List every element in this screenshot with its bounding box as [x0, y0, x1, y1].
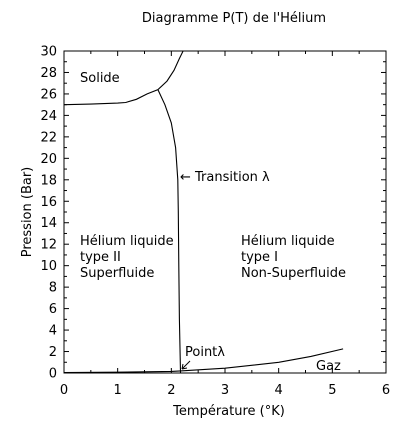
- annotation-he2-line2: type II: [80, 250, 121, 265]
- y-tick-label: 30: [40, 45, 57, 60]
- annotation-transition: ← Transition λ: [180, 170, 270, 185]
- y-tick-label: 24: [40, 109, 57, 124]
- phase-boundaries: [63, 50, 344, 374]
- x-tick-label: 1: [114, 383, 122, 398]
- vapor-pressure-curve: [63, 348, 344, 374]
- annotation-he1-line3: Non-Superfluide: [241, 266, 346, 281]
- y-tick-label: 26: [40, 87, 57, 102]
- x-tick-label: 0: [60, 383, 68, 398]
- x-axis-title: Température (°K): [172, 404, 285, 419]
- y-tick-label: 14: [40, 216, 57, 231]
- y-tick-label: 0: [49, 367, 57, 382]
- y-tick-label: 2: [49, 345, 57, 360]
- annotation-he2-line3: Superfluide: [80, 266, 154, 281]
- point-lambda-arrow: [181, 360, 191, 370]
- y-tick-label: 22: [40, 130, 57, 145]
- x-tick-label: 5: [328, 383, 336, 398]
- y-tick-label: 28: [40, 66, 57, 81]
- chart-title: Diagramme P(T) de l'Hélium: [142, 11, 326, 26]
- y-axis-title: Pression (Bar): [20, 167, 35, 258]
- y-tick-label: 16: [40, 195, 57, 210]
- annotation-solide: Solide: [80, 71, 120, 86]
- y-tick-label: 18: [40, 173, 57, 188]
- x-tick-label: 6: [382, 383, 390, 398]
- x-tick-label: 3: [221, 383, 229, 398]
- y-tick-label: 12: [40, 238, 57, 253]
- x-tick-label: 2: [167, 383, 175, 398]
- y-tick-label: 8: [49, 281, 57, 296]
- x-tick-label: 4: [275, 383, 283, 398]
- y-tick-label: 10: [40, 259, 57, 274]
- annotation-point-lambda: Pointλ: [185, 345, 225, 360]
- plot-frame: [63, 50, 387, 374]
- y-tick-label: 20: [40, 152, 57, 167]
- solid-liquid-boundary: [63, 50, 184, 106]
- annotation-gaz: Gaz: [316, 359, 341, 374]
- point-lambda-arrowhead: [181, 363, 188, 370]
- x-axis: 0 1 2 3 4 5 6: [60, 51, 390, 398]
- annotation-he1-line1: Hélium liquide: [241, 234, 335, 249]
- annotation-he1-line2: type I: [241, 250, 278, 265]
- y-tick-label: 6: [49, 302, 57, 317]
- annotation-he2-line1: Hélium liquide: [80, 234, 174, 249]
- lambda-transition-line: [157, 89, 182, 373]
- y-tick-label: 4: [49, 324, 57, 339]
